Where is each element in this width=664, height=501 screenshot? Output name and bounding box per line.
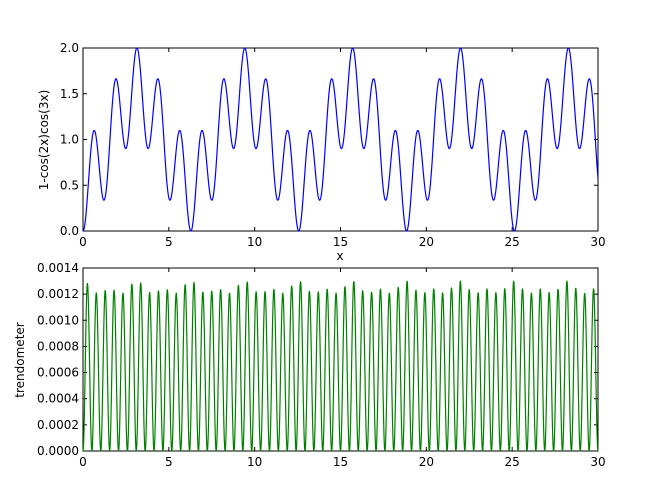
bottom-y-tick-label: 0.0014 <box>37 261 79 275</box>
top-series-line <box>82 47 599 232</box>
bottom-y-tick-label: 0.0000 <box>37 444 79 458</box>
top-x-tick-label: 25 <box>505 235 520 249</box>
top-y-tick-label: 1.5 <box>60 87 79 101</box>
top-x-tick-label: 0 <box>79 235 87 249</box>
bottom-y-axis-label: trendometer <box>13 322 27 397</box>
bottom-series-line <box>82 280 599 452</box>
bottom-x-tick-label: 30 <box>590 455 605 469</box>
top-x-tick-label: 30 <box>590 235 605 249</box>
top-y-tick-label: 0.0 <box>60 224 79 238</box>
bottom-x-ticks: 0 5 10 15 20 25 30 <box>79 268 606 469</box>
bottom-y-tick-label: 0.0012 <box>37 287 79 301</box>
bottom-y-tick-label: 0.0008 <box>37 339 79 353</box>
top-x-tick-label: 5 <box>165 235 173 249</box>
bottom-x-tick-label: 0 <box>79 455 87 469</box>
top-x-tick-label: 20 <box>419 235 434 249</box>
top-x-ticks: 0 5 10 15 20 25 30 <box>79 48 606 249</box>
top-x-tick-label: 15 <box>333 235 348 249</box>
bottom-x-tick-label: 5 <box>165 455 173 469</box>
bottom-y-tick-label: 0.0010 <box>37 313 79 327</box>
bottom-x-tick-label: 25 <box>505 455 520 469</box>
bottom-y-tick-label: 0.0006 <box>37 366 79 380</box>
bottom-y-tick-label: 0.0002 <box>37 418 79 432</box>
chart-top: 0 5 10 15 20 25 30 0.0 0.5 1.0 1.5 2.0 x 1-cos(2x)… <box>37 41 606 263</box>
bottom-y-tick-label: 0.0004 <box>37 392 79 406</box>
top-y-axis-label: 1-cos(2x)cos(3x) <box>37 90 51 191</box>
top-y-tick-label: 1.0 <box>60 133 79 147</box>
top-y-tick-label: 0.5 <box>60 178 79 192</box>
bottom-y-ticks: 0.0000 0.0002 0.0004 0.0006 0.0008 0.0010 0.00… <box>37 261 598 458</box>
bottom-x-tick-label: 15 <box>333 455 348 469</box>
bottom-x-tick-label: 20 <box>419 455 434 469</box>
top-x-axis-label: x <box>336 249 343 263</box>
chart-bottom: 0 5 10 15 20 25 30 0.00000.00020.00040.00060.0… <box>13 261 606 469</box>
top-y-ticks: 0.0 0.5 1.0 1.5 2.0 <box>60 41 598 238</box>
top-y-tick-label: 2.0 <box>60 41 79 55</box>
bottom-x-tick-label: 10 <box>247 455 262 469</box>
top-x-tick-label: 10 <box>247 235 262 249</box>
